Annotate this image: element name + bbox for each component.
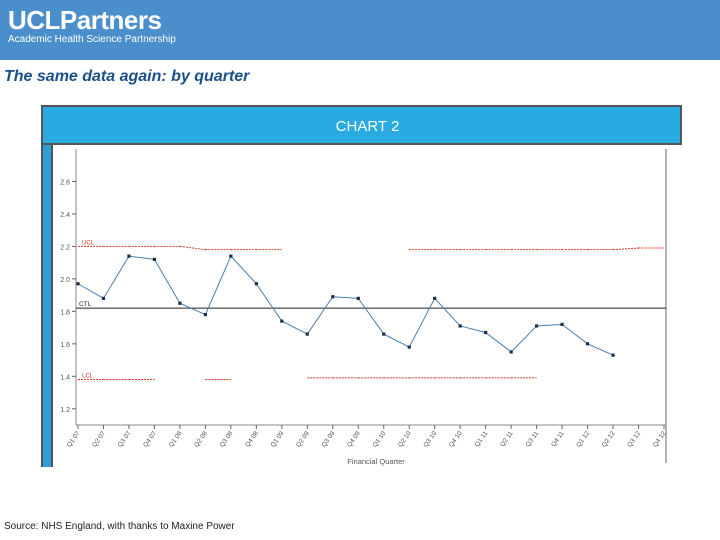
data-point	[484, 330, 488, 335]
x-tick-label: Q2 11	[499, 430, 515, 448]
data-point	[203, 313, 207, 317]
ucl-partners-logo: UCLPartners Academic Health Science Part…	[8, 6, 176, 46]
x-tick-label: Q3 12	[626, 430, 642, 449]
data-point	[509, 350, 513, 354]
y-tick-label: 2.2	[60, 244, 70, 251]
x-tick-label: Q3 08	[219, 430, 235, 449]
upper-limit-label: UCL	[82, 240, 95, 246]
data-point	[76, 282, 80, 286]
x-tick-label: Q4 08	[244, 430, 260, 449]
data-point	[280, 319, 284, 323]
header-bar: UCLPartners Academic Health Science Part…	[0, 0, 720, 60]
y-tick-label: 1.2	[60, 407, 70, 414]
data-point	[585, 342, 590, 346]
x-tick-label: Q2 12	[601, 430, 617, 449]
slide-title: The same data again: by quarter	[4, 68, 250, 85]
data-point	[178, 301, 182, 305]
y-tick-label: 2.6	[60, 179, 70, 186]
data-point	[152, 257, 157, 261]
data-point	[229, 254, 233, 258]
y-tick-label: 1.8	[60, 309, 70, 316]
x-tick-label: Q3 07	[117, 430, 133, 449]
x-tick-label: Q2 08	[193, 430, 209, 449]
data-point	[101, 296, 106, 300]
x-tick-label: Q1 11	[474, 430, 490, 448]
data-point	[127, 254, 131, 258]
control-chart: 1.2 1.4 1.6 1.8 2.0 2.2 2.4 2.6 Q1 07 Q2 07 Q3 07 Q…	[60, 149, 668, 466]
data-point	[433, 296, 437, 300]
x-tick-label: Q1 12	[575, 430, 591, 449]
x-tick-label: Q2 10	[397, 430, 413, 449]
upper-limit-segment	[613, 247, 639, 251]
y-tick-label: 1.4	[60, 374, 70, 381]
x-tick-label: Q3 09	[321, 430, 337, 449]
x-axis-title: Financial Quarter	[347, 457, 405, 466]
source-note: Source: NHS England, with thanks to Maxi…	[4, 521, 235, 532]
data-point	[458, 324, 462, 328]
data-point	[331, 295, 335, 299]
x-tick-label: Q1 07	[66, 430, 82, 449]
chart-banner: CHART 2	[41, 105, 682, 145]
y-tick-label: 2.4	[60, 212, 70, 219]
x-tick-label: Q4 10	[448, 430, 464, 449]
data-point	[560, 322, 564, 326]
data-point	[407, 345, 411, 349]
series-line	[77, 255, 614, 356]
x-tick-label: Q4 07	[142, 430, 158, 449]
data-point	[254, 282, 258, 286]
left-frame-stripe	[41, 145, 53, 467]
x-tick-label: Q3 10	[422, 430, 438, 449]
logo-brand: UCLPartners	[8, 5, 162, 35]
upper-limit-segment	[179, 245, 206, 251]
data-point	[356, 296, 360, 300]
data-point	[611, 353, 615, 357]
x-tick-label: Q1 10	[371, 430, 387, 449]
data-point	[535, 324, 539, 328]
x-tick-label: Q1 09	[270, 430, 286, 449]
x-tick-label: Q2 07	[91, 430, 107, 449]
data-point	[305, 332, 309, 336]
center-line-label: CTL	[79, 301, 92, 308]
y-tick-label: 2.0	[60, 277, 70, 284]
x-tick-label: Q4 11	[550, 430, 566, 448]
lower-limit-label: LCL	[82, 374, 94, 380]
logo-tagline: Academic Health Science Partnership	[8, 34, 176, 45]
plot-area	[76, 149, 666, 425]
chart-banner-label: CHART 2	[335, 118, 400, 135]
chart-frame: CHART 2 1.2 1.4 1.6 1.8 2.0 2.2 2.4 2.6 Q1 07 Q2 …	[41, 105, 686, 467]
y-tick-label: 1.6	[60, 342, 70, 349]
x-tick-label: Q2 09	[295, 430, 311, 449]
x-tick-label: Q4 09	[346, 430, 362, 449]
data-point	[382, 332, 386, 336]
x-tick-label: Q1 08	[168, 430, 184, 449]
x-tick-label: Q3 11	[525, 430, 541, 448]
